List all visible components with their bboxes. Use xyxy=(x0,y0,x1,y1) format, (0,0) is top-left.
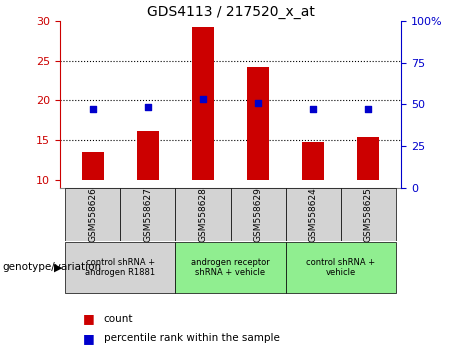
Bar xyxy=(65,242,176,293)
Bar xyxy=(82,152,104,180)
Bar xyxy=(137,131,159,180)
Text: ■: ■ xyxy=(83,332,95,344)
Text: GSM558627: GSM558627 xyxy=(143,187,153,242)
Text: GSM558628: GSM558628 xyxy=(199,187,207,242)
Bar xyxy=(302,142,324,180)
Text: androgen receptor
shRNA + vehicle: androgen receptor shRNA + vehicle xyxy=(191,258,270,277)
Text: ▶: ▶ xyxy=(54,262,63,272)
Text: genotype/variation: genotype/variation xyxy=(2,262,101,272)
Bar xyxy=(230,188,285,241)
Text: GSM558625: GSM558625 xyxy=(364,187,372,242)
Point xyxy=(309,106,317,112)
Point xyxy=(364,106,372,112)
Text: percentile rank within the sample: percentile rank within the sample xyxy=(104,333,280,343)
Bar xyxy=(285,242,396,293)
Bar xyxy=(357,137,379,180)
Text: GSM558624: GSM558624 xyxy=(308,187,318,241)
Bar xyxy=(65,188,120,241)
Text: control shRNA +
androgen R1881: control shRNA + androgen R1881 xyxy=(85,258,155,277)
Text: GSM558626: GSM558626 xyxy=(89,187,97,242)
Bar xyxy=(120,188,176,241)
Bar xyxy=(247,67,269,180)
Text: control shRNA +
vehicle: control shRNA + vehicle xyxy=(306,258,375,277)
Point xyxy=(89,106,97,112)
Point xyxy=(254,100,262,105)
Text: count: count xyxy=(104,314,133,324)
Point xyxy=(199,97,207,102)
Bar xyxy=(176,242,285,293)
Text: ■: ■ xyxy=(83,312,95,325)
Bar xyxy=(285,188,341,241)
Text: GSM558629: GSM558629 xyxy=(254,187,262,242)
Bar xyxy=(341,188,396,241)
Point xyxy=(144,104,152,110)
Title: GDS4113 / 217520_x_at: GDS4113 / 217520_x_at xyxy=(147,5,314,19)
Bar xyxy=(176,188,230,241)
Bar xyxy=(192,27,214,180)
